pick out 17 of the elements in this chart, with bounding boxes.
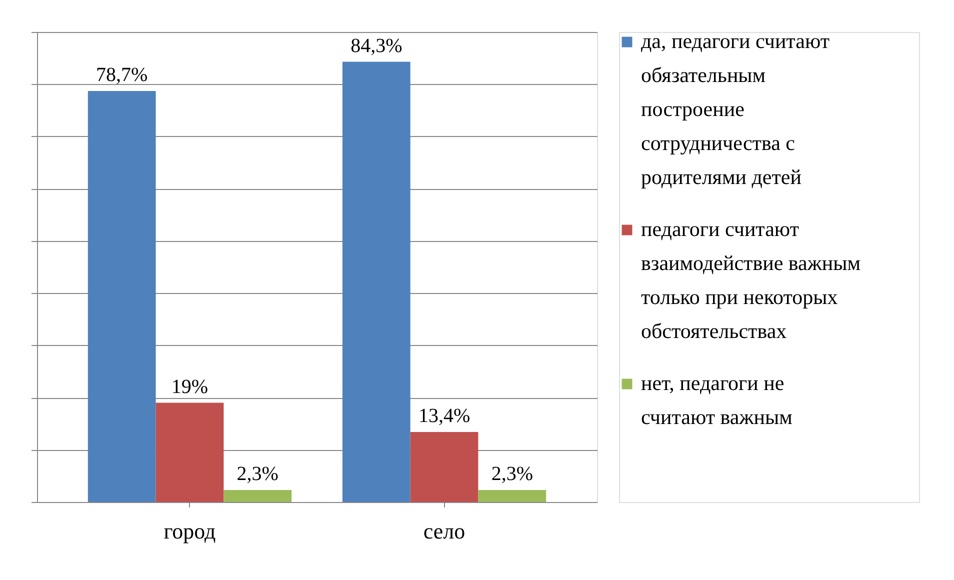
bar [156, 402, 224, 502]
x-tick-label: город [164, 518, 216, 544]
data-label: 84,3% [350, 34, 402, 57]
bar [88, 91, 156, 502]
bar [478, 490, 546, 502]
x-tick-label: село [423, 518, 466, 544]
data-label: 19% [171, 376, 208, 398]
legend-label: да, педагоги считают обязательным построение сотрудничества с родителями детей [641, 29, 830, 189]
bar [410, 432, 478, 502]
data-label: 13,4% [418, 405, 470, 428]
data-label: 78,7% [96, 64, 148, 86]
legend-label: педагоги считают взаимодействие важным только при некоторых обстоятельствах [641, 217, 861, 343]
data-label: 2,3% [491, 462, 533, 485]
data-label: 2,3% [236, 462, 278, 485]
legend-label: нет, педагоги не считают важным [641, 371, 792, 429]
bar [342, 62, 410, 502]
bar [224, 490, 292, 502]
